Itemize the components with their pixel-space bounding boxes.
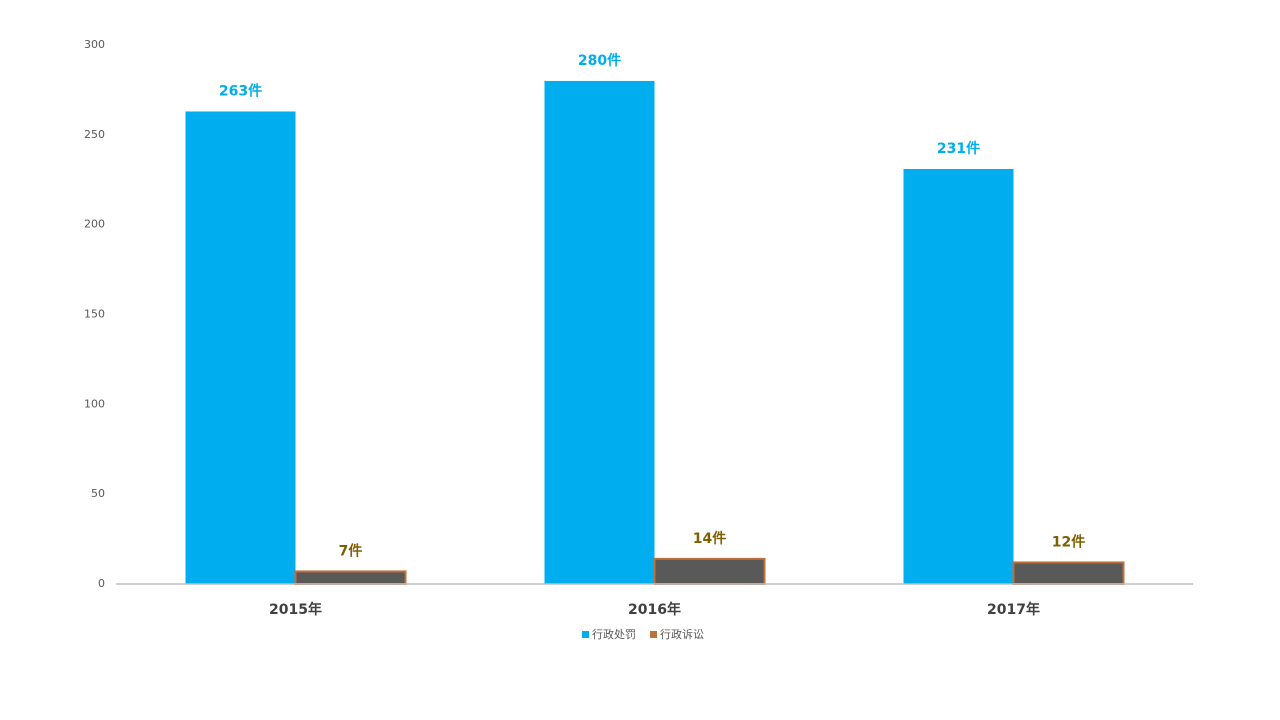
legend-swatch (650, 631, 657, 638)
y-tick-label: 300 (84, 38, 105, 51)
value-label: 7件 (339, 542, 363, 559)
x-tick-label: 2017年 (987, 601, 1040, 618)
bar (653, 557, 766, 586)
bar (544, 80, 655, 584)
x-tick-label: 2016年 (628, 601, 681, 618)
bar (185, 111, 296, 584)
x-tick-label: 2015年 (269, 601, 322, 618)
y-tick-label: 250 (84, 128, 105, 141)
bar (294, 570, 407, 586)
y-tick-label: 100 (84, 397, 105, 410)
y-tick-label: 150 (84, 308, 105, 321)
value-label: 231件 (937, 140, 980, 157)
y-tick-label: 0 (98, 577, 105, 590)
legend-label: 行政处罚 (592, 627, 636, 641)
value-label: 14件 (693, 530, 726, 547)
value-label: 263件 (219, 82, 262, 99)
y-tick-label: 50 (91, 487, 105, 500)
bar (903, 168, 1014, 584)
legend-swatch (582, 631, 589, 638)
legend-label: 行政诉讼 (660, 627, 704, 641)
y-tick-label: 200 (84, 218, 105, 231)
bar (1012, 561, 1125, 586)
value-label: 12件 (1052, 533, 1085, 550)
value-label: 280件 (578, 52, 621, 69)
